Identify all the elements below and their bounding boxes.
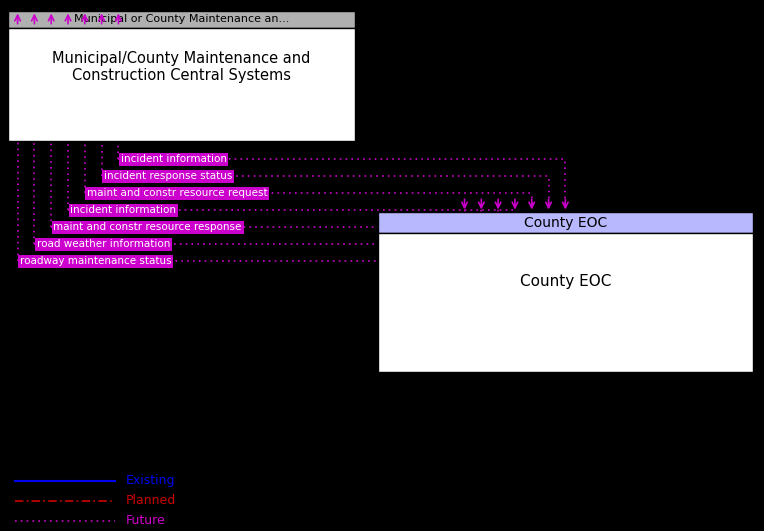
Text: Existing: Existing bbox=[126, 474, 176, 487]
Text: Municipal/County Maintenance and
Construction Central Systems: Municipal/County Maintenance and Constru… bbox=[52, 51, 311, 83]
Text: Planned: Planned bbox=[126, 494, 176, 507]
Text: incident information: incident information bbox=[121, 155, 227, 164]
Text: road weather information: road weather information bbox=[37, 239, 170, 249]
Text: incident information: incident information bbox=[70, 205, 176, 215]
Bar bbox=[378, 233, 753, 372]
Text: Future: Future bbox=[126, 515, 166, 527]
Text: roadway maintenance status: roadway maintenance status bbox=[20, 256, 171, 266]
Bar bbox=[8, 28, 355, 141]
Text: maint and constr resource response: maint and constr resource response bbox=[53, 222, 242, 232]
Text: County EOC: County EOC bbox=[520, 274, 611, 289]
Text: maint and constr resource request: maint and constr resource request bbox=[87, 189, 267, 198]
Text: Municipal or County Maintenance an...: Municipal or County Maintenance an... bbox=[74, 14, 289, 24]
Text: incident response status: incident response status bbox=[104, 172, 232, 181]
Bar bbox=[8, 11, 355, 28]
Bar bbox=[378, 212, 753, 233]
Text: County EOC: County EOC bbox=[524, 216, 607, 230]
